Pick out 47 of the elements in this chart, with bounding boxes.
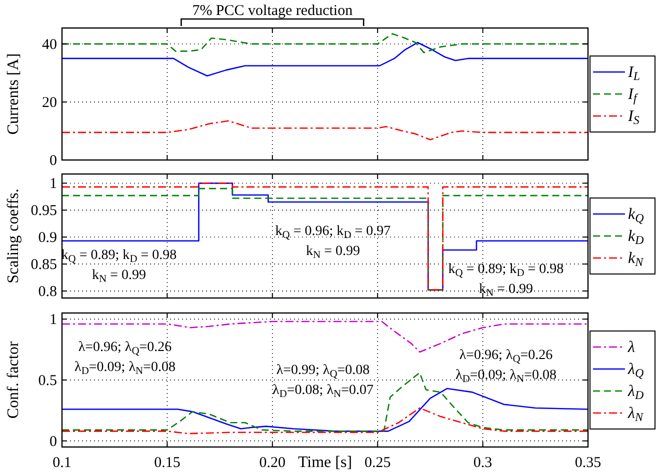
line-series: [61, 42, 589, 77]
annotation: k$_{N}$ = 0.99: [479, 282, 533, 299]
x-tick-label: 0.20: [259, 455, 286, 471]
y-tick-label: 0: [50, 434, 57, 450]
legend-label: I$_{S}$: [627, 108, 640, 127]
y-tick-label: 0.85: [30, 257, 57, 274]
annotation: λ=0.96; λ$_{Q}$=0.26: [78, 340, 172, 357]
annotation: k$_{N}$ = 0.99: [306, 244, 360, 261]
y-tick-label: 0.9: [38, 230, 57, 246]
y-tick-label: 0.95: [30, 203, 57, 220]
legend-label: I$_{L}$: [627, 64, 640, 83]
legend-label: λ: [627, 339, 635, 356]
y-axis-title: Currents [A]: [5, 53, 22, 135]
text: 7% PCC voltage reduction: [192, 3, 354, 19]
legend-label: k$_{N}$: [628, 250, 644, 269]
y-tick-label: 0.8: [38, 284, 57, 300]
x-tick-label: 0.1: [52, 455, 72, 471]
annotation: k$_{Q}$ = 0.89; k$_{D}$ = 0.98: [448, 262, 564, 279]
y-axis-title: Conf. factor: [5, 340, 22, 419]
legend-label: λ$_{Q}$: [627, 361, 644, 380]
x-tick-label: 0.25: [364, 455, 391, 471]
legend-label: λ$_{D}$: [627, 383, 644, 402]
annotation: λ$_{D}$=0.09; λ$_{N}$=0.08: [456, 368, 556, 385]
annotation: λ$_{D}$=0.08; λ$_{N}$=0.07: [272, 383, 374, 400]
y-tick-label: 20: [42, 94, 57, 111]
legend-label: I$_{f}$: [627, 86, 638, 105]
y-tick-label: 0.5: [38, 373, 57, 389]
annotation: k$_{N}$ = 0.99: [92, 268, 146, 285]
y-tick-label: 0: [50, 153, 57, 169]
y-tick-label: 1: [50, 176, 57, 192]
y-tick-label: 1: [50, 312, 57, 328]
x-tick-label: 0.15: [154, 455, 180, 471]
x-tick-label: 0.35: [574, 455, 602, 471]
line-series: [61, 120, 589, 140]
legend-label: λ$_{N}$: [627, 405, 644, 424]
annotation: λ$_{D}$=0.09; λ$_{N}$=0.08: [74, 360, 176, 377]
legend-label: k$_{D}$: [628, 228, 644, 247]
annotation: λ=0.99; λ$_{Q}$=0.08: [276, 363, 370, 380]
legend-label: k$_{Q}$: [628, 206, 644, 225]
y-tick-label: 40: [42, 36, 57, 53]
y-axis-title: Scaling coeffs.: [5, 188, 22, 284]
x-axis-title: Time [s]: [298, 454, 352, 471]
annotation: k$_{Q}$ = 0.96; k$_{D}$ = 0.97: [275, 224, 391, 241]
x-tick-label: 0.3: [473, 455, 492, 471]
line-series: [61, 407, 589, 434]
annotation: k$_{Q}$ = 0.89; k$_{D}$ = 0.98: [61, 248, 177, 265]
annotation: λ=0.96; λ$_{Q}$=0.26: [459, 348, 553, 365]
